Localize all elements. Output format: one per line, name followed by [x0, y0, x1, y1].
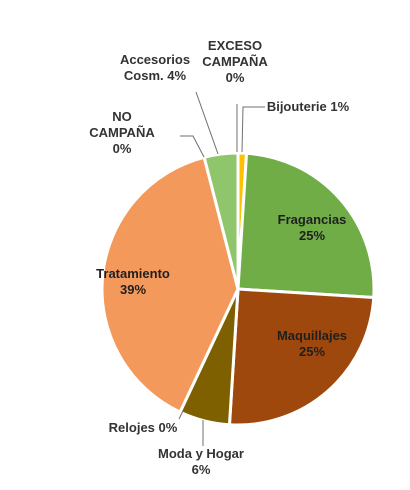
- pie-slice-tratamiento: [100, 155, 240, 415]
- data-label-maquillajes: Maquillajes 25%: [277, 328, 347, 359]
- pie-slice-fragancias: [236, 151, 376, 300]
- data-label-no-campaña: NO CAMPAÑA 0%: [89, 109, 155, 156]
- leader-line: [178, 410, 184, 420]
- leader-line: [195, 91, 219, 155]
- data-labels: Bijouterie 1% Fragancias 25% Maquillajes 25%…: [89, 38, 349, 477]
- data-label-relojes: Relojes 0%: [109, 420, 178, 435]
- leader-line: [241, 106, 265, 153]
- data-label-accesorios-cosm-: Accesorios Cosm. 4%: [120, 52, 190, 83]
- data-label-tratamiento: Tratamiento 39%: [96, 266, 170, 297]
- leader-lines: [178, 91, 265, 446]
- data-label-fragancias: Fragancias 25%: [278, 212, 347, 243]
- data-label-exceso-campaña: EXCESO CAMPAÑA 0%: [202, 38, 268, 85]
- data-label-moda-y-hogar: Moda y Hogar 6%: [158, 446, 244, 477]
- pie-slices: [100, 151, 376, 427]
- pie-slice-maquillajes: [227, 287, 376, 427]
- leader-line: [180, 135, 205, 158]
- data-label-bijouterie: Bijouterie 1%: [267, 99, 350, 114]
- pie-slice-accesorios-cosm-: [202, 151, 240, 290]
